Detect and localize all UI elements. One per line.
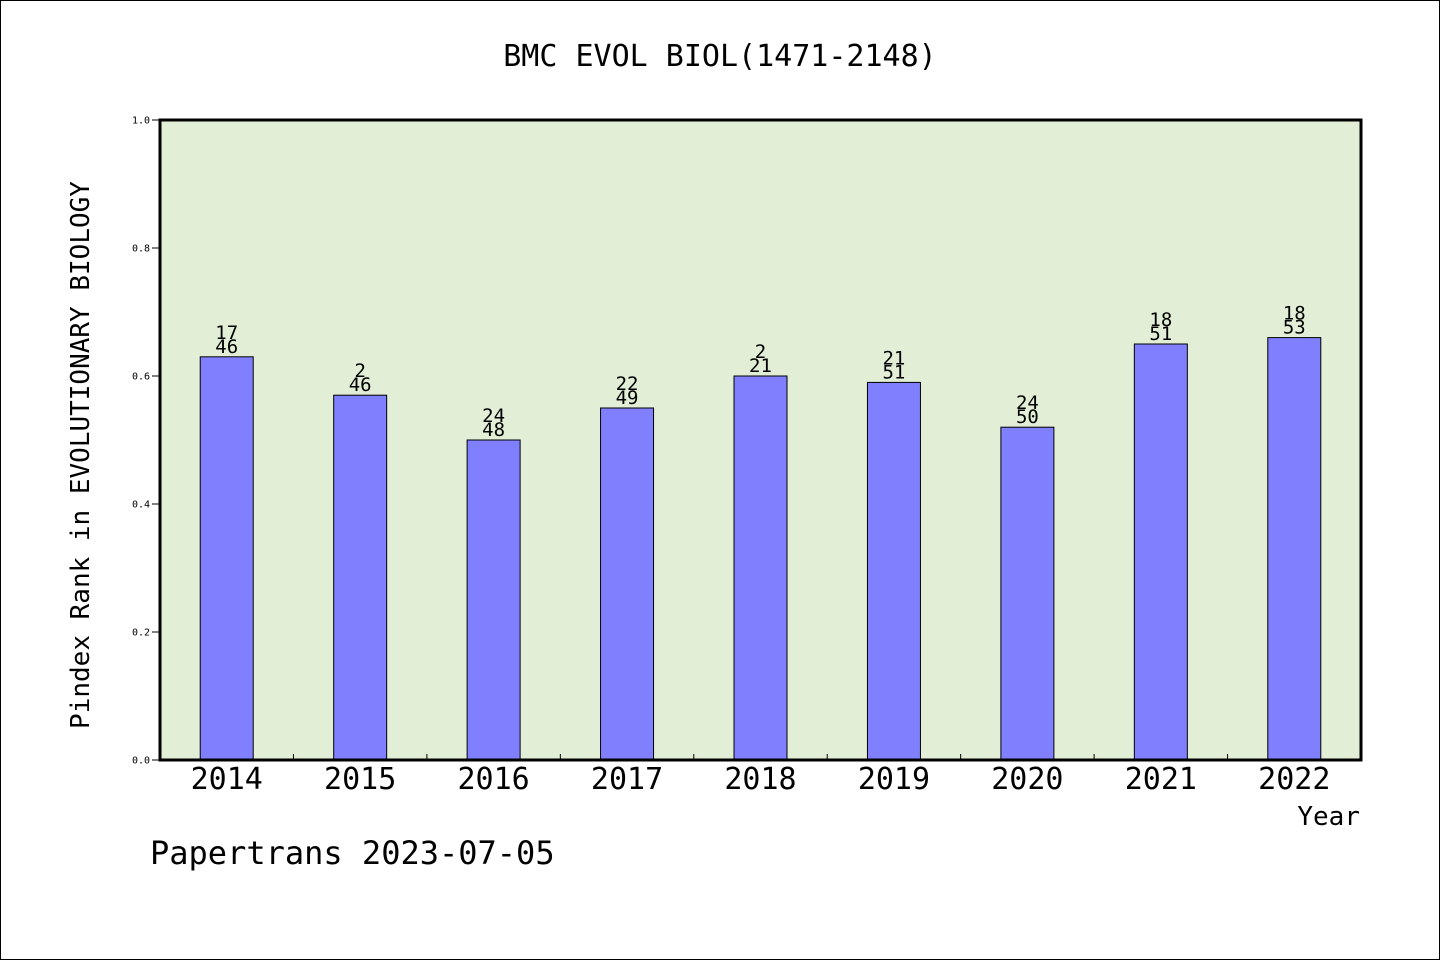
bar-label-top: 24 (482, 405, 505, 427)
x-tick-label: 2018 (724, 762, 796, 797)
bars (199, 337, 1322, 761)
bar-label-top: 17 (215, 322, 238, 344)
bar (199, 356, 254, 761)
bar-label-top: 18 (1283, 303, 1306, 325)
bar (333, 394, 388, 761)
bar-label-bottom: 49 (616, 387, 639, 409)
footer-watermark: Papertrans 2023-07-05 (150, 834, 555, 872)
y-axis: 0.0 0.2 0.4 0.6 0.8 1.0 (132, 116, 160, 767)
bar-label-bottom: 21 (749, 355, 772, 377)
x-tick-label: 2020 (991, 762, 1063, 797)
chart-title: BMC EVOL BIOL(1471-2148) (503, 39, 936, 74)
bar-label-top: 21 (882, 347, 905, 369)
y-tick-label: 0.8 (132, 244, 150, 255)
y-tick-label: 0.4 (132, 500, 150, 511)
bar-label-bottom: 51 (882, 361, 905, 383)
y-tick-label: 0.2 (132, 628, 150, 639)
x-tick-label: 2014 (191, 762, 263, 797)
x-axis-label: Year (1297, 802, 1360, 832)
x-tick-label: 2021 (1125, 762, 1197, 797)
bar (1267, 337, 1322, 761)
bar-label-bottom: 46 (349, 374, 372, 396)
bar-label-top: 22 (616, 373, 639, 395)
bar-label-bottom: 46 (215, 336, 238, 358)
x-tick-label: 2016 (457, 762, 529, 797)
bar-label-bottom: 53 (1283, 317, 1306, 339)
x-tick-label: 2022 (1258, 762, 1330, 797)
bar-label-top: 18 (1149, 309, 1172, 331)
bar (1000, 426, 1055, 761)
y-tick-label: 1.0 (132, 116, 150, 127)
bar (733, 375, 788, 761)
bar-label-bottom: 50 (1016, 406, 1039, 428)
x-tick-label: 2019 (858, 762, 930, 797)
bar (600, 407, 655, 761)
y-tick-label: 0.6 (132, 372, 150, 383)
y-axis-label: Pindex Rank in EVOLUTIONARY BIOLOGY (66, 181, 96, 729)
bar-label-top: 24 (1016, 392, 1039, 414)
y-tick-label: 0.0 (132, 756, 150, 767)
x-tick-label: 2015 (324, 762, 396, 797)
bar (1133, 343, 1188, 761)
bar (466, 439, 521, 761)
bar (866, 381, 921, 761)
bar-label-top: 2 (354, 360, 365, 382)
bar-label-bottom: 51 (1149, 323, 1172, 345)
x-axis: 2014 2015 2016 2017 2018 2019 2020 2021 2022 (191, 754, 1330, 797)
bar-label-top: 2 (755, 341, 766, 363)
bar-label-bottom: 48 (482, 419, 505, 441)
plot-border (158, 118, 1363, 762)
x-tick-label: 2017 (591, 762, 663, 797)
